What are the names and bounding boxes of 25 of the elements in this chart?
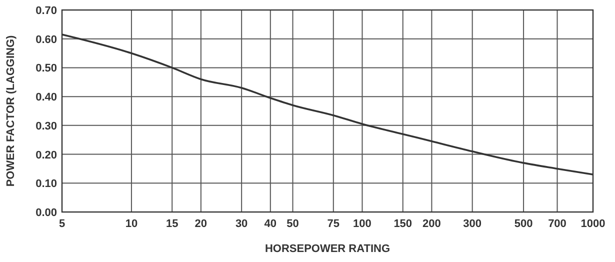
x-tick-label: 200 xyxy=(422,218,441,230)
x-tick-label: 15 xyxy=(166,218,178,230)
y-axis-title: POWER FACTOR (LAGGING) xyxy=(5,34,17,187)
y-tick-label: 0.10 xyxy=(36,178,57,190)
x-tick-label: 50 xyxy=(286,218,299,230)
x-tick-label: 30 xyxy=(235,218,248,230)
y-tick-label: 0.00 xyxy=(36,207,57,219)
x-tick-label: 75 xyxy=(327,218,340,230)
y-tick-label: 0.60 xyxy=(36,34,57,46)
y-tick-label: 0.70 xyxy=(36,5,57,17)
x-tick-label: 1000 xyxy=(580,218,606,230)
x-tick-label: 40 xyxy=(264,218,277,230)
x-tick-label: 5 xyxy=(58,218,66,230)
x-tick-label: 150 xyxy=(394,218,412,230)
x-tick-label: 500 xyxy=(514,218,533,230)
x-tick-label: 100 xyxy=(353,218,372,230)
y-tick-label: 0.30 xyxy=(36,120,57,132)
y-tick-label: 0.40 xyxy=(36,92,57,104)
x-tick-label: 10 xyxy=(125,218,138,230)
y-tick-label: 0.50 xyxy=(36,62,57,75)
x-axis-title: HORSEPOWER RATING xyxy=(264,243,390,255)
x-tick-label: 700 xyxy=(548,218,566,230)
x-tick-label: 20 xyxy=(194,218,208,230)
x-tick-label: 300 xyxy=(463,218,482,230)
y-tick-label: 0.20 xyxy=(36,149,57,162)
